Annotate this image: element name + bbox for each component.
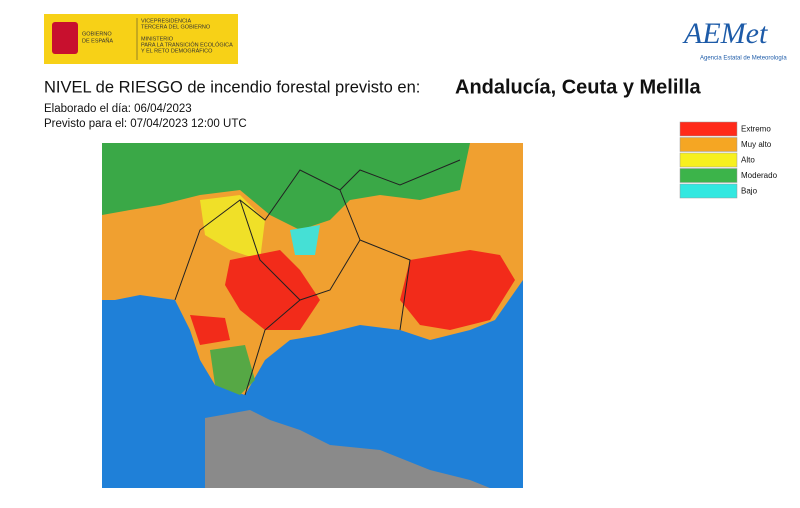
risk-map xyxy=(102,143,523,488)
legend-label: Muy alto xyxy=(741,140,772,149)
agency-name: Agencia Estatal de Meteorología xyxy=(700,56,787,62)
vicepresidency-line: VICEPRESIDENCIA xyxy=(141,18,191,24)
government-line: GOBIERNO xyxy=(82,31,112,37)
ministry-line: Y EL RETO DEMOGRÁFICO xyxy=(141,47,213,54)
legend: Extremo Muy alto Alto Moderado Bajo xyxy=(679,121,778,199)
valid-date: Previsto para el: 07/04/2023 12:00 UTC xyxy=(44,118,247,130)
legend-swatch xyxy=(679,152,738,168)
region: Andalucía, Ceuta y Melilla xyxy=(455,76,702,98)
agency-logo: AEMet xyxy=(682,17,768,50)
legend-swatch xyxy=(679,121,738,137)
legend-label: Extremo xyxy=(741,125,771,134)
legend-label: Moderado xyxy=(741,171,778,180)
title: NIVEL de RIESGO de incendio forestal pre… xyxy=(44,78,420,96)
legend-swatch xyxy=(679,183,738,199)
legend-label: Bajo xyxy=(741,187,758,196)
issued-date: Elaborado el día: 06/04/2023 xyxy=(44,103,192,115)
legend-swatch xyxy=(679,168,738,183)
ministry-line: PARA LA TRANSICIÓN ECOLÓGICA xyxy=(141,41,233,48)
government-line: DE ESPAÑA xyxy=(82,37,113,44)
coat-of-arms xyxy=(52,22,78,54)
ministry-line: MINISTERIO xyxy=(141,36,174,42)
legend-label: Alto xyxy=(741,156,755,165)
legend-swatch xyxy=(679,137,738,152)
vicepresidency-line: TERCERA DEL GOBIERNO xyxy=(141,24,211,30)
